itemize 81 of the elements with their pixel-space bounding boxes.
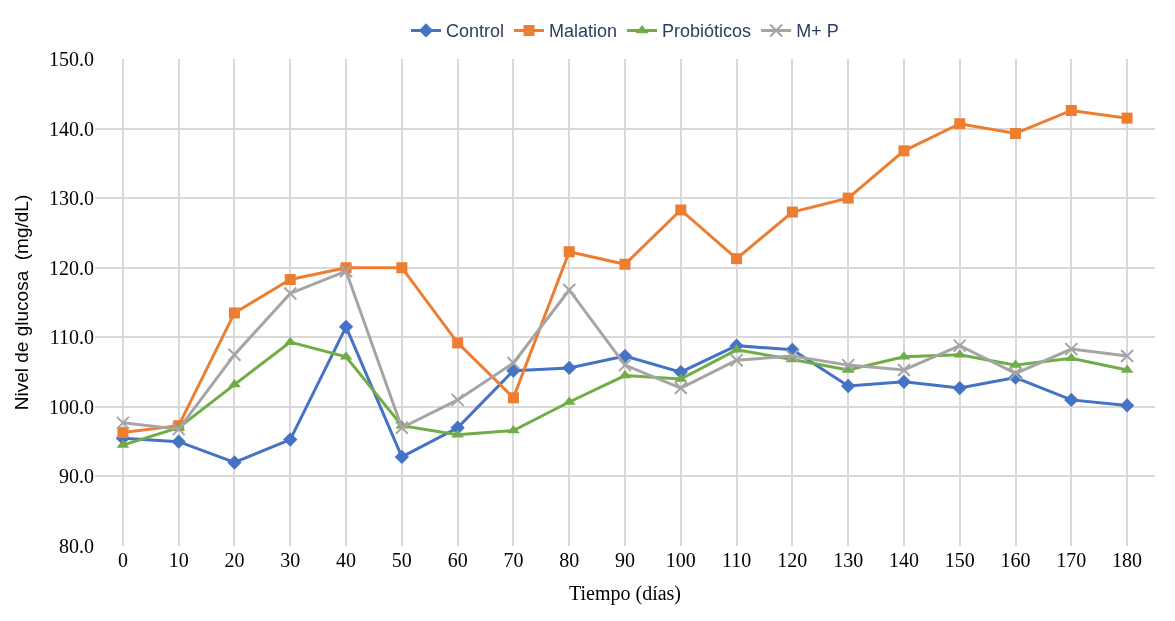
x-tick-label: 50 bbox=[391, 549, 412, 571]
y-tick-label: 130.0 bbox=[49, 187, 94, 210]
y-tick-label: 100.0 bbox=[49, 395, 94, 418]
point bbox=[786, 206, 798, 218]
point bbox=[673, 381, 688, 396]
x-tick-label: 60 bbox=[447, 549, 468, 571]
x-tick-label: 140 bbox=[888, 549, 919, 571]
point bbox=[227, 347, 242, 362]
point bbox=[117, 427, 129, 439]
x-tick-label: 110 bbox=[721, 549, 752, 571]
point bbox=[1121, 112, 1133, 124]
x-tick-label: 180 bbox=[1112, 549, 1143, 571]
point bbox=[619, 258, 631, 270]
point bbox=[675, 204, 687, 216]
point bbox=[1008, 366, 1023, 381]
legend-label: Malation bbox=[549, 21, 618, 42]
point bbox=[171, 434, 186, 449]
x-tick-label: 150 bbox=[944, 549, 975, 571]
x-tick-label: 10 bbox=[168, 549, 189, 571]
x-tick-label: 160 bbox=[1000, 549, 1031, 571]
y-tick-label: 90.0 bbox=[59, 465, 94, 488]
point bbox=[1120, 349, 1135, 364]
point bbox=[507, 392, 519, 404]
point bbox=[841, 358, 856, 373]
point bbox=[842, 192, 854, 204]
x-tick-label: 100 bbox=[665, 549, 696, 571]
point bbox=[283, 286, 298, 301]
y-axis-title: Nivel de glucosa (mg/dL) bbox=[10, 194, 32, 411]
x-tick-label: 80 bbox=[559, 549, 580, 571]
x-tick-label: 30 bbox=[280, 549, 301, 571]
x-tick-label: 70 bbox=[503, 549, 524, 571]
y-tick-label: 120.0 bbox=[49, 256, 94, 279]
point bbox=[338, 319, 354, 334]
x-axis-title: Tiempo (días) bbox=[568, 581, 682, 605]
point bbox=[506, 356, 521, 371]
point bbox=[394, 449, 409, 465]
point bbox=[785, 349, 800, 364]
point bbox=[618, 358, 632, 373]
point bbox=[171, 422, 186, 437]
point bbox=[952, 380, 967, 396]
x-tick-label: 90 bbox=[615, 549, 635, 571]
y-tick-label: 140.0 bbox=[49, 117, 94, 140]
point bbox=[617, 348, 633, 364]
point bbox=[339, 264, 354, 279]
point bbox=[1119, 398, 1135, 413]
point bbox=[228, 307, 240, 319]
point bbox=[563, 246, 575, 258]
point bbox=[1064, 392, 1079, 408]
point bbox=[452, 337, 464, 349]
point bbox=[952, 338, 967, 353]
point bbox=[562, 282, 577, 297]
point bbox=[1064, 342, 1079, 357]
x-tick-label: 130 bbox=[833, 549, 864, 571]
x-tick-label: 0 bbox=[117, 549, 128, 571]
legend-label: Probióticos bbox=[662, 21, 752, 42]
x-tick-label: 40 bbox=[336, 549, 357, 571]
x-tick-label: 170 bbox=[1056, 549, 1087, 571]
y-tick-label: 110.0 bbox=[49, 326, 94, 349]
point bbox=[729, 353, 744, 368]
x-tick-label: 120 bbox=[777, 549, 808, 571]
point bbox=[283, 432, 298, 447]
point bbox=[954, 118, 966, 130]
x-tick-label: 20 bbox=[224, 549, 245, 571]
point bbox=[450, 392, 465, 407]
point bbox=[1010, 127, 1022, 139]
point bbox=[227, 455, 242, 470]
y-tick-label: 80.0 bbox=[59, 535, 94, 557]
y-tick-label: 150.0 bbox=[49, 48, 94, 70]
point bbox=[896, 374, 912, 389]
point bbox=[562, 360, 577, 376]
legend-label: Control bbox=[446, 21, 505, 42]
legend-label: M+ P bbox=[796, 21, 839, 42]
point bbox=[898, 145, 910, 157]
point bbox=[394, 420, 409, 435]
point bbox=[284, 274, 296, 286]
point bbox=[896, 362, 911, 377]
point bbox=[1065, 104, 1077, 116]
point bbox=[841, 378, 856, 394]
point bbox=[731, 253, 743, 265]
point bbox=[396, 262, 408, 274]
point bbox=[115, 415, 130, 430]
